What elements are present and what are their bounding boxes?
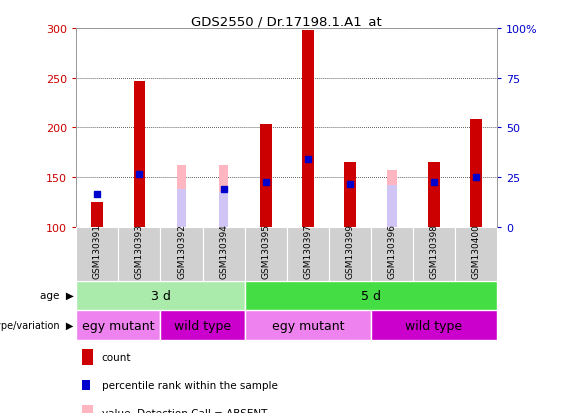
Text: GSM130400: GSM130400 — [472, 223, 481, 278]
Text: GSM130393: GSM130393 — [135, 223, 144, 278]
Bar — [329, 227, 371, 281]
Text: GSM130391: GSM130391 — [93, 223, 102, 278]
Text: age  ▶: age ▶ — [40, 291, 73, 301]
Bar — [413, 227, 455, 281]
Text: wild type: wild type — [406, 319, 463, 332]
Text: wild type: wild type — [174, 319, 231, 332]
Bar — [388, 171, 397, 227]
Text: GSM130394: GSM130394 — [219, 223, 228, 278]
Bar — [177, 166, 186, 227]
Text: genotype/variation  ▶: genotype/variation ▶ — [0, 320, 73, 330]
Bar — [245, 311, 371, 340]
Text: 3 d: 3 d — [150, 289, 171, 302]
Bar — [371, 311, 497, 340]
Bar — [76, 311, 160, 340]
Bar — [202, 227, 245, 281]
Bar — [287, 227, 329, 281]
Bar — [455, 227, 497, 281]
Bar — [160, 311, 245, 340]
Bar — [133, 81, 145, 227]
Bar — [76, 281, 245, 311]
Text: GSM130397: GSM130397 — [303, 223, 312, 278]
Bar — [76, 227, 119, 281]
Bar — [119, 227, 160, 281]
Text: GSM130396: GSM130396 — [388, 223, 397, 278]
Text: GSM130395: GSM130395 — [261, 223, 270, 278]
Text: GSM130398: GSM130398 — [429, 223, 438, 278]
Text: egy mutant: egy mutant — [272, 319, 344, 332]
Bar — [245, 281, 497, 311]
Bar — [388, 185, 397, 227]
Bar — [219, 192, 228, 227]
Text: percentile rank within the sample: percentile rank within the sample — [102, 380, 277, 390]
Bar — [177, 190, 186, 227]
Title: GDS2550 / Dr.17198.1.A1_at: GDS2550 / Dr.17198.1.A1_at — [192, 15, 382, 28]
Bar — [470, 120, 482, 227]
Text: GSM130392: GSM130392 — [177, 223, 186, 278]
Text: count: count — [102, 352, 131, 362]
Bar — [302, 31, 314, 227]
Bar — [260, 125, 272, 227]
Text: value, Detection Call = ABSENT: value, Detection Call = ABSENT — [102, 408, 267, 413]
Bar — [219, 166, 228, 227]
Bar — [344, 163, 356, 227]
Bar — [428, 163, 440, 227]
Bar — [371, 227, 413, 281]
Text: GSM130399: GSM130399 — [345, 223, 354, 278]
Text: egy mutant: egy mutant — [82, 319, 155, 332]
Bar — [160, 227, 202, 281]
Bar — [92, 202, 103, 227]
Bar — [245, 227, 287, 281]
Text: 5 d: 5 d — [361, 289, 381, 302]
